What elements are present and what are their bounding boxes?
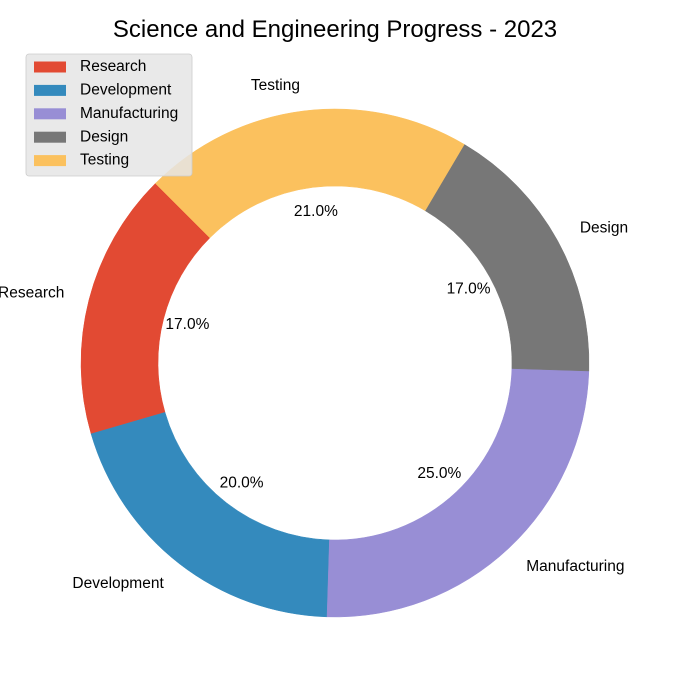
legend-frame	[25, 53, 193, 177]
labels-layer: Research 17.0% Development 20.0% Manufacturi…	[0, 77, 628, 592]
slice-testing	[155, 108, 465, 239]
legend-label-development: Development	[80, 81, 172, 98]
legend-swatch-testing	[34, 155, 66, 167]
pct-label-research: 17.0%	[165, 316, 209, 333]
chart-title: Science and Engineering Progress - 2023	[113, 16, 557, 43]
slice-label-development: Development	[72, 575, 164, 592]
pct-label-development: 20.0%	[220, 475, 264, 492]
slices-layer	[80, 108, 590, 618]
legend: Research Development Manufacturing Design Te…	[25, 53, 193, 177]
pct-label-manufacturing: 25.0%	[417, 465, 461, 482]
legend-label-testing: Testing	[80, 152, 129, 169]
slice-label-testing: Testing	[251, 77, 300, 94]
legend-swatch-design	[34, 131, 66, 143]
legend-swatch-research	[34, 61, 66, 73]
legend-swatch-development	[34, 84, 66, 96]
legend-swatch-manufacturing	[34, 108, 66, 120]
legend-label-research: Research	[80, 58, 146, 75]
slice-label-design: Design	[580, 219, 628, 236]
pct-label-design: 17.0%	[447, 281, 491, 298]
pct-label-testing: 21.0%	[294, 203, 338, 220]
slice-label-research: Research	[0, 285, 64, 302]
slice-label-manufacturing: Manufacturing	[526, 558, 624, 575]
slice-manufacturing	[326, 368, 590, 618]
legend-label-design: Design	[80, 128, 128, 145]
legend-label-manufacturing: Manufacturing	[80, 105, 178, 122]
